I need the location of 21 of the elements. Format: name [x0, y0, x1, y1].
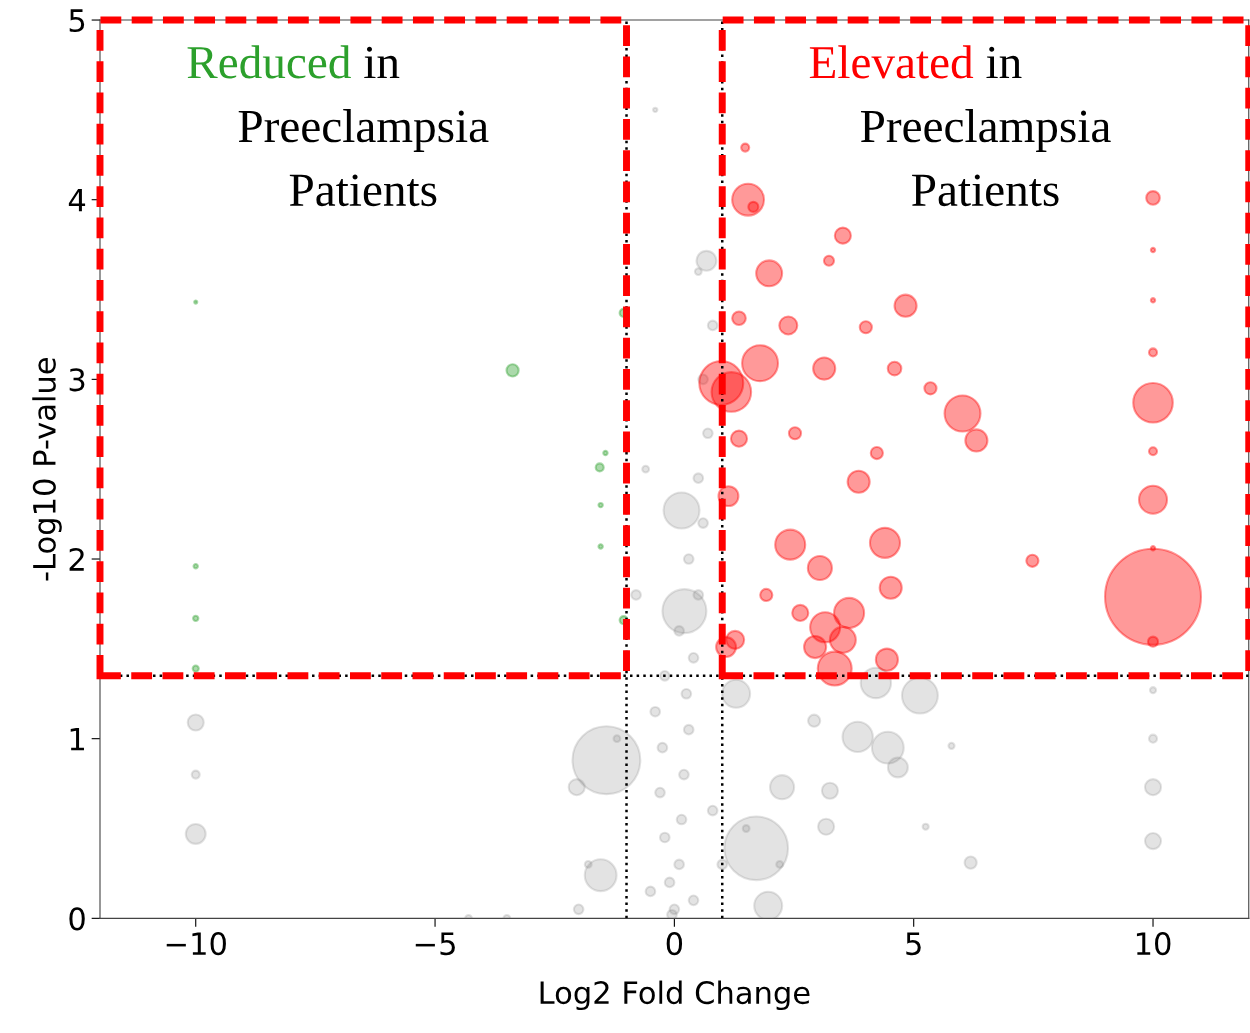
- annotation: Reduced: [187, 45, 351, 79]
- y-axis-title: -Log10 P-value: [32, 358, 62, 581]
- annotation: Preeclampsia: [238, 109, 489, 152]
- y-tick-label: 2: [69, 547, 84, 571]
- annotation: Patients: [912, 174, 1059, 207]
- y-tick-label: 5: [69, 9, 85, 33]
- y-tick-label: 0: [69, 907, 85, 931]
- x-tick-label: 5: [906, 932, 921, 956]
- annotation: in: [364, 46, 400, 79]
- annotation: Elevated: [809, 45, 974, 79]
- x-tick-label: −10: [166, 932, 226, 956]
- y-tick-label: 3: [69, 368, 85, 392]
- x-tick-label: 0: [666, 932, 683, 956]
- annotation: Preeclampsia: [860, 109, 1111, 152]
- y-tick-label: 1: [70, 728, 84, 751]
- annotation: in: [986, 46, 1022, 79]
- y-tick-label: 4: [68, 189, 86, 212]
- annotation: Patients: [289, 174, 437, 207]
- x-tick-label: 10: [1136, 932, 1171, 956]
- x-axis-title: Log2 Fold Change: [540, 980, 810, 1011]
- x-tick-label: −5: [415, 932, 455, 956]
